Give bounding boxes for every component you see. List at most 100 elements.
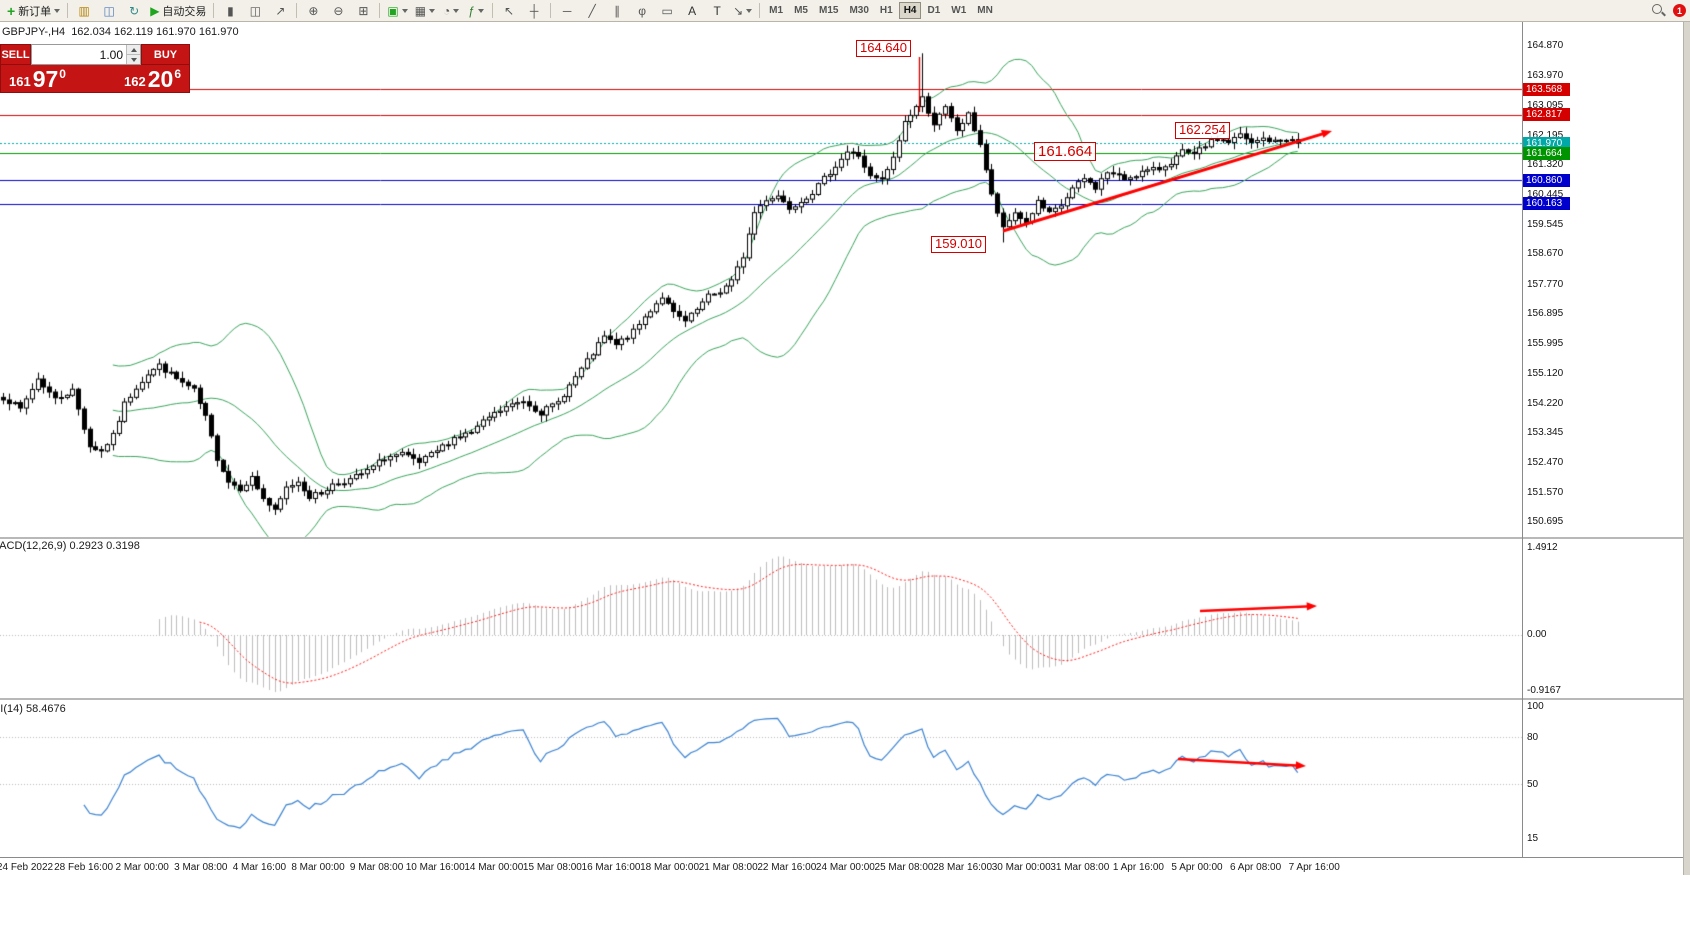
buy-price-prefix: 162 bbox=[124, 73, 146, 89]
time-axis-label: 24 Mar 00:00 bbox=[815, 862, 875, 873]
panel-separator-main-macd[interactable] bbox=[0, 537, 1690, 539]
toolbar-separator bbox=[213, 3, 215, 18]
sell-price[interactable]: 161 97 0 bbox=[9, 68, 66, 91]
price-axis-label: 158.670 bbox=[1527, 248, 1564, 260]
timeframe-button-m5[interactable]: M5 bbox=[794, 5, 808, 16]
period-icon[interactable]: ◔ bbox=[439, 1, 463, 21]
price-axis-label: 160.445 bbox=[1527, 188, 1564, 200]
new-order-button-dropdown-icon bbox=[54, 8, 61, 13]
price-annotation[interactable]: 159.010 bbox=[931, 236, 986, 253]
channel-tool-icon[interactable]: ∥ bbox=[605, 1, 629, 21]
hline-tool-icon[interactable]: ─ bbox=[555, 1, 579, 21]
arrows-tool-icon-dropdown-icon bbox=[746, 8, 753, 13]
sell-price-prefix: 161 bbox=[9, 73, 31, 89]
indicators-icon[interactable]: ƒ bbox=[464, 1, 488, 21]
candle-chart-icon[interactable]: ◫ bbox=[243, 1, 267, 21]
zoom-in-icon-glyph: ⊕ bbox=[308, 3, 319, 18]
timeframe-button-d1[interactable]: D1 bbox=[927, 5, 941, 16]
spin-up-icon bbox=[130, 47, 137, 52]
timeframe-button-h4[interactable]: H4 bbox=[898, 2, 922, 19]
price-axis-label: 161.320 bbox=[1527, 159, 1564, 171]
time-axis-label: 5 Apr 00:00 bbox=[1171, 862, 1223, 873]
toolbar-separator bbox=[379, 3, 381, 18]
panel-separator-macd-rsi[interactable] bbox=[0, 698, 1690, 700]
timeframe-button-m1[interactable]: M1 bbox=[769, 5, 784, 16]
cursor-icon[interactable]: ↖ bbox=[497, 1, 521, 21]
line-chart-icon[interactable]: ↗ bbox=[268, 1, 292, 21]
macd-scale-label: 0.00 bbox=[1527, 629, 1547, 640]
zoom-out-icon[interactable]: ⊖ bbox=[326, 1, 350, 21]
new-order-button-label: 新订单 bbox=[18, 5, 52, 18]
tile-windows-icon-glyph: ⊞ bbox=[358, 3, 369, 18]
time-axis-border bbox=[0, 857, 1690, 858]
buy-price[interactable]: 162 20 6 bbox=[124, 66, 181, 93]
price-annotation[interactable]: 161.664 bbox=[1034, 142, 1097, 162]
trendline-tool-icon[interactable]: ╱ bbox=[580, 1, 604, 21]
autotrade-button-label: 自动交易 bbox=[162, 5, 207, 18]
shapes-tool-icon-glyph: ▭ bbox=[661, 3, 673, 18]
crosshair-icon[interactable]: ┼ bbox=[522, 1, 546, 21]
timeframe-button-m30[interactable]: M30 bbox=[849, 5, 869, 16]
price-line-tag: 161.970 bbox=[1523, 136, 1570, 150]
buy-price-main: 20 bbox=[147, 66, 174, 93]
price-annotation[interactable]: 162.254 bbox=[1175, 122, 1230, 139]
shapes-tool-icon[interactable]: ▭ bbox=[655, 1, 679, 21]
symbol-ohlc-label: GBPJPY-,H4 162.034 162.119 161.970 161.97… bbox=[2, 26, 245, 38]
price-axis-label: 153.345 bbox=[1527, 427, 1564, 439]
line-chart-icon-glyph: ↗ bbox=[275, 3, 286, 18]
candle-chart-icon-glyph: ◫ bbox=[249, 3, 262, 18]
timeframe-button-m15[interactable]: M15 bbox=[818, 5, 839, 16]
new-chart-icon[interactable]: ▣ bbox=[384, 1, 410, 21]
buy-button[interactable]: BUY bbox=[141, 44, 190, 65]
text-tool-icon[interactable]: A bbox=[680, 1, 704, 21]
notification-badge[interactable]: 1 bbox=[1673, 4, 1686, 17]
fibonacci-tool-icon-glyph: φ bbox=[638, 3, 646, 18]
charts-grid-icon[interactable]: ▥ bbox=[72, 1, 96, 21]
toolbar-separator bbox=[296, 3, 298, 18]
tile-windows-icon[interactable]: ⊞ bbox=[351, 1, 375, 21]
cursor-icon-glyph: ↖ bbox=[504, 3, 515, 18]
rsi-scale-label: 100 bbox=[1527, 701, 1544, 712]
bar-chart-icon[interactable]: ▮ bbox=[218, 1, 242, 21]
window-scrollbar[interactable] bbox=[1683, 22, 1690, 875]
sell-button[interactable]: SELL bbox=[0, 44, 31, 65]
profiles-icon[interactable]: ▦ bbox=[412, 1, 438, 21]
label-tool-icon[interactable]: T bbox=[705, 1, 729, 21]
price-annotation[interactable]: 164.640 bbox=[856, 40, 911, 57]
timeframe-button-h1[interactable]: H1 bbox=[879, 5, 893, 16]
price-line-tag: 160.163 bbox=[1523, 197, 1570, 211]
volume-decrease-button[interactable] bbox=[127, 55, 140, 64]
timeframe-button-mn[interactable]: MN bbox=[977, 5, 993, 16]
arrows-tool-icon[interactable]: ↘ bbox=[730, 1, 755, 21]
price-axis-label: 163.970 bbox=[1527, 70, 1564, 82]
zoom-in-icon[interactable]: ⊕ bbox=[301, 1, 325, 21]
price-axis-label: 155.120 bbox=[1527, 367, 1564, 379]
trade-panel-prices: 161 97 0 162 20 6 bbox=[0, 65, 190, 93]
autotrade-button-glyph: ▶ bbox=[150, 3, 160, 18]
market-watch-icon[interactable]: ◫ bbox=[97, 1, 121, 21]
time-axis-label: 16 Mar 16:00 bbox=[581, 862, 641, 873]
hline-tool-icon-glyph: ─ bbox=[562, 3, 572, 18]
volume-input[interactable] bbox=[32, 45, 126, 64]
price-axis-label: 154.220 bbox=[1527, 397, 1564, 409]
price-axis-label: 157.770 bbox=[1527, 278, 1564, 290]
indicators-icon-dropdown-icon bbox=[477, 8, 484, 13]
refresh-icon[interactable]: ↻ bbox=[122, 1, 146, 21]
search-icon[interactable] bbox=[1651, 3, 1666, 18]
profiles-icon-dropdown-icon bbox=[429, 8, 436, 13]
autotrade-button[interactable]: ▶ 自动交易 bbox=[147, 1, 209, 21]
price-axis-label: 156.895 bbox=[1527, 308, 1564, 320]
time-axis-label: 1 Apr 16:00 bbox=[1112, 862, 1164, 873]
volume-increase-button[interactable] bbox=[127, 45, 140, 55]
fibonacci-tool-icon[interactable]: φ bbox=[630, 1, 654, 21]
timeframe-button-w1[interactable]: W1 bbox=[951, 5, 967, 16]
time-axis-label: 8 Mar 00:00 bbox=[291, 862, 345, 873]
time-axis-label: 28 Feb 16:00 bbox=[54, 862, 114, 873]
indicators-icon-glyph: ƒ bbox=[468, 3, 475, 18]
text-tool-icon-glyph: A bbox=[688, 3, 697, 18]
macd-indicator-label: MACD(12,26,9) 0.2923 0.3198 bbox=[0, 540, 140, 552]
new-order-button[interactable]: + 新订单 bbox=[4, 1, 63, 21]
time-axis-label: 3 Mar 08:00 bbox=[174, 862, 228, 873]
profiles-icon-glyph: ▦ bbox=[414, 3, 427, 18]
